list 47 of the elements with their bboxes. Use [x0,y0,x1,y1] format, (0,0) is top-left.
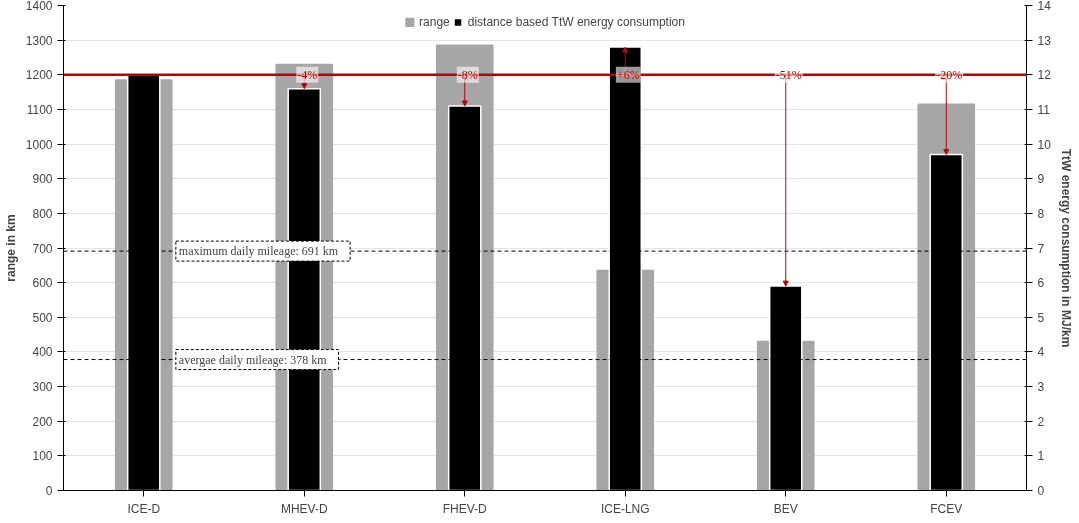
legend-label: distance based TtW energy consumption [467,15,685,29]
y-tick-label: 800 [32,206,53,221]
y2-tick-label: 6 [1037,276,1045,291]
y2-tick-label: 5 [1037,310,1045,325]
legend-label: range [419,15,450,29]
y2-axis-title: TtW energy consumption in MJ/km [1058,148,1073,348]
y2-tick-label: 13 [1037,33,1052,48]
y2-tick-label: 14 [1037,0,1052,13]
y2-tick-label: 9 [1037,172,1045,187]
y-tick-label: 100 [32,449,53,464]
y-tick-label: 1100 [26,102,53,117]
y2-tick-label: 10 [1037,137,1052,152]
y-tick-label: 1400 [25,0,53,13]
y2-tick-label: 7 [1037,241,1045,256]
y-tick-label: 400 [32,345,53,360]
x-tick-label: ICE-LNG [600,501,650,516]
y-axis-title: range in km [3,214,18,282]
y-tick-label: 300 [32,380,53,395]
ref-line-label: maximum daily mileage: 691 km [178,244,339,259]
y2-tick-label: 1 [1037,449,1045,464]
y-tick-label: 700 [32,241,53,256]
annotation: -8% [457,67,478,82]
x-tick-label: FCEV [930,501,963,516]
annotation: -4% [297,67,318,82]
y-tick-label: 500 [32,310,53,325]
y-tick-label: 1000 [25,137,53,152]
x-tick-label: BEV [773,501,798,516]
y2-tick-label: 4 [1037,345,1045,360]
y2-tick-label: 2 [1037,414,1045,429]
y2-tick-label: 0 [1037,484,1045,498]
ref-line-label: avergae daily mileage: 378 km [178,352,328,367]
x-tick-label: MHEV-D [280,501,328,516]
annotation: -20% [936,67,963,82]
x-tick-label: FHEV-D [442,501,488,516]
y-tick-label: 0 [45,484,53,498]
y-tick-label: 1300 [25,33,53,48]
annotation: +6% [616,67,640,82]
y2-tick-label: 11 [1037,102,1051,117]
annotation: -51% [775,67,802,82]
y-tick-label: 900 [32,172,53,187]
y2-tick-label: 3 [1037,380,1045,395]
y-tick-label: 600 [32,276,53,291]
y-tick-label: 200 [32,414,53,429]
y2-tick-label: 12 [1037,68,1052,83]
y-tick-label: 1200 [25,68,53,83]
y2-tick-label: 8 [1037,206,1045,221]
x-tick-label: ICE-D [127,501,161,516]
